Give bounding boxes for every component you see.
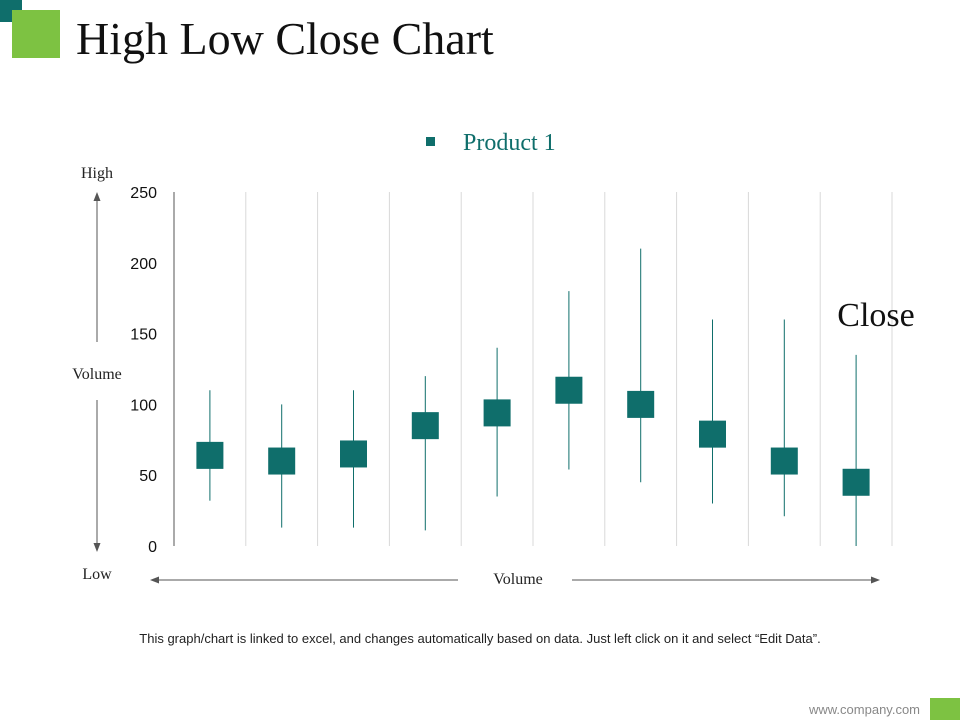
corner-accent-green	[12, 10, 60, 58]
low-label: Low	[82, 566, 112, 583]
slide-title: High Low Close Chart	[76, 13, 494, 64]
y-tick-label: 150	[130, 327, 157, 344]
high-label: High	[81, 165, 113, 182]
legend-label: Product 1	[463, 130, 556, 156]
legend-swatch	[426, 137, 435, 146]
y-tick-label: 0	[148, 539, 157, 556]
hlc-marks	[196, 248, 870, 546]
close-marker	[842, 468, 870, 496]
y-tick-label: 200	[130, 256, 157, 273]
close-label: Close	[837, 297, 914, 334]
close-marker	[555, 376, 583, 404]
close-marker	[268, 447, 296, 475]
x-arrow-left-head	[150, 576, 159, 584]
close-marker	[627, 390, 655, 418]
close-marker	[196, 441, 224, 469]
y-tick-label: 50	[139, 468, 157, 485]
footnote: This graph/chart is linked to excel, and…	[139, 631, 821, 646]
close-marker	[411, 412, 439, 440]
grid-lines	[173, 192, 893, 546]
y-tick-label: 100	[130, 397, 157, 414]
x-volume-label: Volume	[493, 571, 542, 588]
close-marker	[483, 399, 511, 427]
y-tick-labels: 0 50 100 150 200 250	[130, 185, 157, 556]
website-url: www.company.com	[808, 702, 920, 717]
bottom-right-accent	[930, 698, 960, 720]
y-arrow-down-head	[93, 543, 101, 552]
y-volume-label: Volume	[72, 366, 121, 383]
y-tick-label: 250	[130, 185, 157, 202]
close-marker	[340, 440, 367, 468]
y-arrow-up-head	[93, 192, 101, 201]
close-marker	[699, 420, 726, 448]
close-marker	[770, 447, 798, 475]
x-arrow-right-head	[871, 576, 880, 584]
